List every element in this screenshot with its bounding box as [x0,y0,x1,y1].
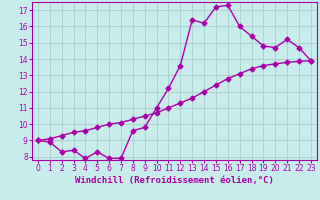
X-axis label: Windchill (Refroidissement éolien,°C): Windchill (Refroidissement éolien,°C) [75,176,274,185]
